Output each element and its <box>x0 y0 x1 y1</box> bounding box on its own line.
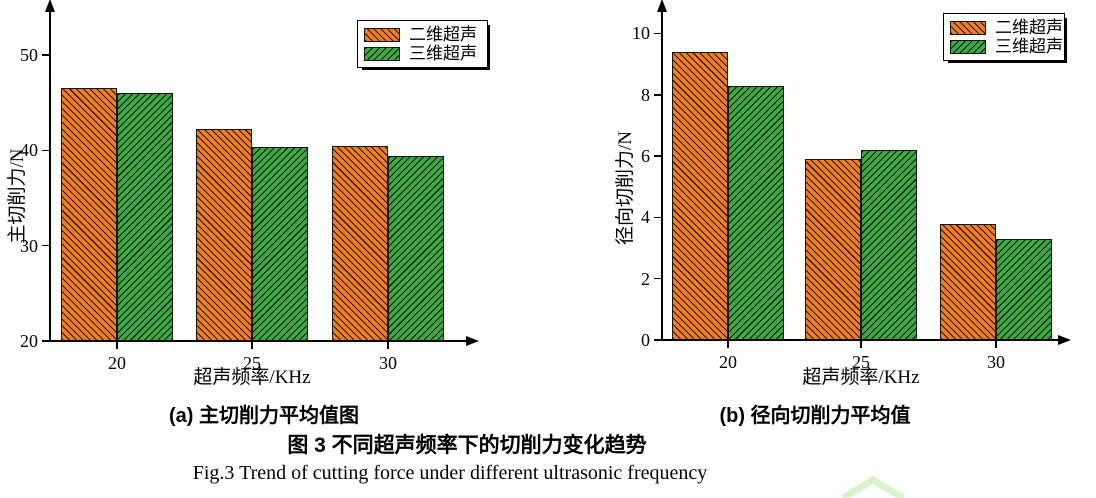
bar-b-series2-cat30 <box>996 238 1052 340</box>
y-tick <box>654 155 662 157</box>
x-tick-label: 30 <box>379 353 397 373</box>
x-tick-label: 20 <box>108 353 126 373</box>
legend-swatch-icon <box>950 20 986 35</box>
y-tick-label: 2 <box>641 268 650 289</box>
y-tick-label: 6 <box>641 146 650 167</box>
bar-b-series1-cat20 <box>672 51 728 340</box>
x-tick-label: 20 <box>719 352 737 372</box>
subcaption-b: (b) 径向切削力平均值 <box>719 405 911 427</box>
legend: 二维超声 三维超声 <box>943 13 1065 61</box>
legend-label: 三维超声 <box>409 44 477 63</box>
legend-item: 三维超声 <box>950 37 1063 56</box>
legend: 二维超声 三维超声 <box>357 20 488 68</box>
y-tick <box>654 32 662 35</box>
watermark-chevron <box>841 475 905 498</box>
y-tick <box>654 339 662 341</box>
y-axis-title: 径向切削力/N <box>615 131 636 246</box>
subcaption-a: (a) 主切削力平均值图 <box>169 405 359 427</box>
legend-label: 三维超声 <box>995 37 1063 56</box>
legend-swatch-icon <box>950 39 986 54</box>
y-tick <box>42 244 50 247</box>
x-axis-line <box>662 339 1058 341</box>
x-tick-label: 25 <box>243 353 261 373</box>
legend-label: 二维超声 <box>995 18 1063 37</box>
x-tick <box>116 341 118 349</box>
bar-a-series1-cat25 <box>196 129 252 341</box>
y-axis-arrow-icon <box>656 0 667 12</box>
y-axis-line <box>661 10 663 341</box>
y-tick-label: 8 <box>641 84 650 105</box>
bar-a-series2-cat20 <box>117 93 173 341</box>
legend-item: 二维超声 <box>950 18 1063 37</box>
y-tick <box>654 94 662 96</box>
bar-a-series2-cat25 <box>252 147 308 341</box>
x-axis-line <box>50 340 466 342</box>
x-tick <box>860 340 862 348</box>
y-axis-arrow-icon <box>44 0 55 12</box>
x-tick <box>387 341 389 349</box>
legend-item: 二维超声 <box>364 25 481 44</box>
y-axis-line <box>49 10 51 342</box>
y-tick-label: 50 <box>20 44 38 65</box>
figure-title-en: Fig.3 Trend of cutting force under diffe… <box>192 462 708 484</box>
y-tick-label: 40 <box>20 140 38 161</box>
bar-b-series1-cat25 <box>805 159 861 340</box>
y-tick <box>654 277 662 280</box>
bar-b-series2-cat20 <box>728 85 784 340</box>
y-tick-label: 4 <box>641 207 650 228</box>
legend-item: 三维超声 <box>364 44 481 63</box>
y-tick <box>42 54 50 56</box>
y-tick-label: 0 <box>641 330 650 350</box>
x-axis-arrow-icon <box>1058 334 1071 345</box>
bar-a-series1-cat30 <box>332 146 388 341</box>
y-tick <box>42 340 50 342</box>
legend-label: 二维超声 <box>409 25 477 44</box>
x-tick <box>251 341 253 349</box>
x-axis-title: 超声频率/KHz <box>802 367 920 388</box>
x-tick-label: 30 <box>987 352 1005 372</box>
y-tick-label: 10 <box>632 23 650 44</box>
x-tick-label: 25 <box>852 352 870 372</box>
bar-a-series2-cat30 <box>388 155 444 341</box>
bar-a-series1-cat20 <box>61 88 117 341</box>
y-tick <box>42 149 50 152</box>
x-tick <box>995 340 997 348</box>
y-tick <box>654 216 662 219</box>
bar-b-series2-cat25 <box>861 149 917 340</box>
legend-swatch-icon <box>364 46 400 61</box>
x-axis-title: 超声频率/KHz <box>193 367 311 388</box>
figure-title-cn: 图 3 不同超声频率下的切削力变化趋势 <box>287 434 647 457</box>
y-tick-label: 30 <box>20 235 38 256</box>
y-tick-label: 20 <box>20 331 38 351</box>
legend-swatch-icon <box>364 27 400 42</box>
x-axis-arrow-icon <box>466 335 479 346</box>
bar-b-series1-cat30 <box>940 223 996 340</box>
x-tick <box>727 340 729 348</box>
